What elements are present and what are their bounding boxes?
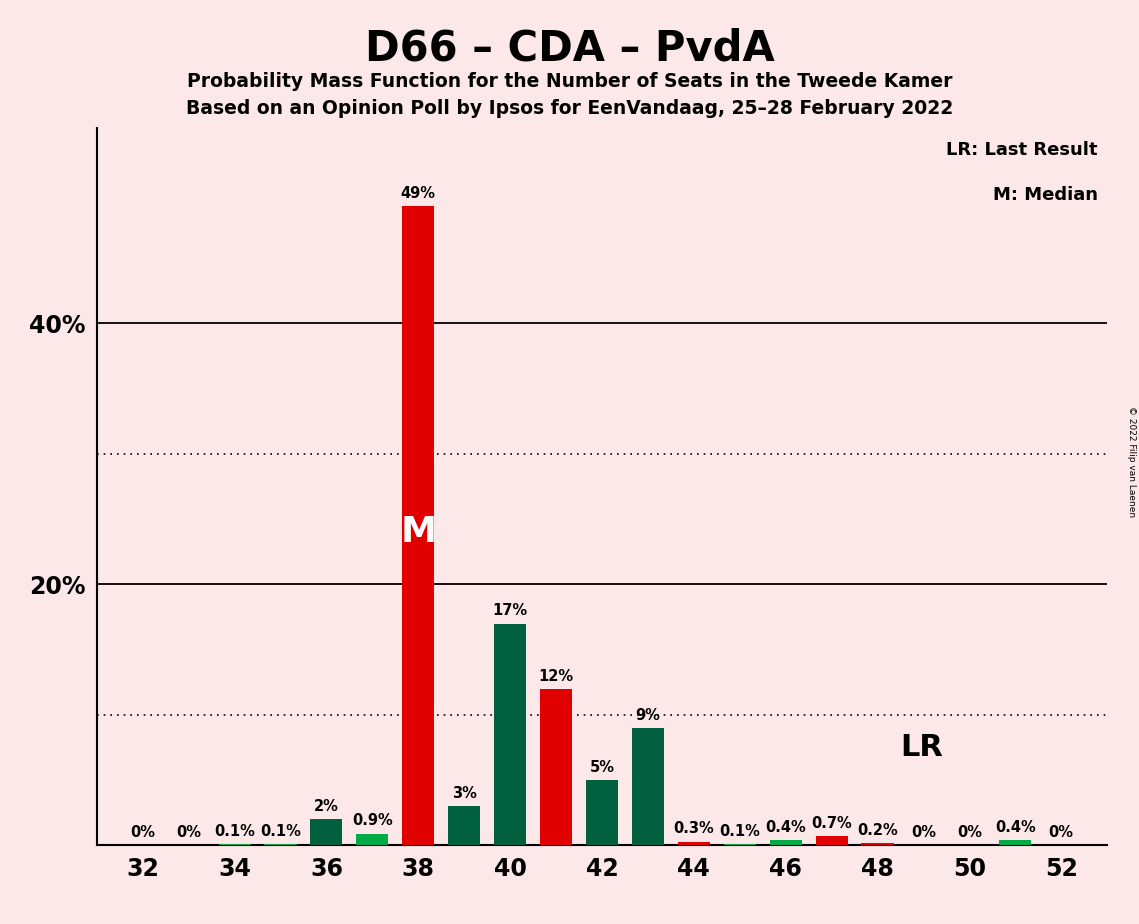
Text: 0.7%: 0.7% [811,816,852,831]
Text: Based on an Opinion Poll by Ipsos for EenVandaag, 25–28 February 2022: Based on an Opinion Poll by Ipsos for Ee… [186,99,953,118]
Text: M: Median: M: Median [993,187,1098,204]
Text: 0.9%: 0.9% [352,813,393,829]
Text: 0.1%: 0.1% [214,824,255,839]
Text: 3%: 3% [452,786,476,801]
Text: LR: LR [901,733,943,762]
Text: 0.3%: 0.3% [673,821,714,836]
Text: 49%: 49% [401,186,436,201]
Bar [540,688,572,845]
Text: 0%: 0% [957,825,982,840]
Text: 0.4%: 0.4% [765,820,806,835]
Bar [585,780,618,845]
Text: M: M [400,516,436,549]
Bar [999,840,1031,845]
Text: 0%: 0% [1049,825,1074,840]
Bar [770,840,802,845]
Text: 9%: 9% [636,708,661,723]
Text: 0.4%: 0.4% [994,820,1035,835]
Text: 2%: 2% [314,799,339,814]
Bar [310,820,343,845]
Text: 0%: 0% [911,825,936,840]
Bar [357,833,388,845]
Text: 0.1%: 0.1% [260,824,301,839]
Text: 0%: 0% [130,825,155,840]
Bar [678,842,710,845]
Bar [448,807,481,845]
Bar [402,206,434,845]
Bar [632,728,664,845]
Text: 17%: 17% [492,603,527,618]
Text: LR: Last Result: LR: Last Result [947,140,1098,159]
Text: Probability Mass Function for the Number of Seats in the Tweede Kamer: Probability Mass Function for the Number… [187,72,952,91]
Bar [861,843,894,845]
Text: © 2022 Filip van Laenen: © 2022 Filip van Laenen [1126,407,1136,517]
Text: 12%: 12% [539,669,574,684]
Text: 0.2%: 0.2% [858,822,898,838]
Bar [494,624,526,845]
Text: D66 – CDA – PvdA: D66 – CDA – PvdA [364,28,775,69]
Bar [816,836,847,845]
Text: 0%: 0% [177,825,202,840]
Text: 0.1%: 0.1% [720,824,760,839]
Text: 5%: 5% [590,760,614,775]
